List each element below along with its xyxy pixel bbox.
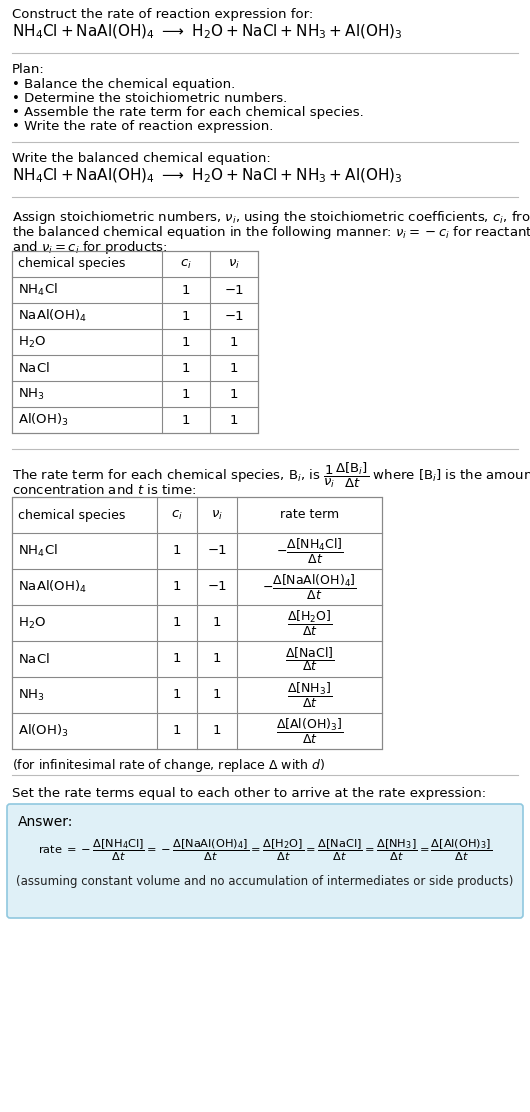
Text: Answer:: Answer: [18,815,73,830]
Text: Assign stoichiometric numbers, $\nu_i$, using the stoichiometric coefficients, $: Assign stoichiometric numbers, $\nu_i$, … [12,209,530,226]
FancyBboxPatch shape [7,804,523,919]
Text: 1: 1 [173,725,181,737]
Text: 1: 1 [182,361,190,375]
Text: $\nu_i$: $\nu_i$ [228,258,240,270]
Text: rate term: rate term [280,508,339,522]
Text: −1: −1 [224,309,244,322]
Text: $-\dfrac{\Delta[\mathrm{NaAl(OH)_4}]}{\Delta t}$: $-\dfrac{\Delta[\mathrm{NaAl(OH)_4}]}{\D… [262,573,357,602]
Text: $\mathrm{Al(OH)_3}$: $\mathrm{Al(OH)_3}$ [18,723,69,739]
Text: Plan:: Plan: [12,63,45,76]
Text: 1: 1 [173,580,181,594]
Text: (assuming constant volume and no accumulation of intermediates or side products): (assuming constant volume and no accumul… [16,875,514,888]
Text: 1: 1 [182,309,190,322]
Text: 1: 1 [213,725,221,737]
Text: 1: 1 [213,688,221,702]
Text: 1: 1 [229,336,239,348]
Text: • Determine the stoichiometric numbers.: • Determine the stoichiometric numbers. [12,92,287,105]
Text: $\mathrm{NH_4Cl + NaAl(OH)_4 \ \longrightarrow \ H_2O + NaCl + NH_3 + Al(OH)_3}$: $\mathrm{NH_4Cl + NaAl(OH)_4 \ \longrigh… [12,23,403,41]
Text: Set the rate terms equal to each other to arrive at the rate expression:: Set the rate terms equal to each other t… [12,787,486,800]
Text: Construct the rate of reaction expression for:: Construct the rate of reaction expressio… [12,8,313,21]
Text: $\mathrm{NaCl}$: $\mathrm{NaCl}$ [18,361,50,375]
Text: (for infinitesimal rate of change, replace Δ with $d$): (for infinitesimal rate of change, repla… [12,757,325,774]
Text: 1: 1 [182,284,190,297]
Text: 1: 1 [173,616,181,629]
Text: 1: 1 [173,545,181,557]
Text: $c_i$: $c_i$ [180,258,192,270]
Text: $\dfrac{\Delta[\mathrm{H_2O}]}{\Delta t}$: $\dfrac{\Delta[\mathrm{H_2O}]}{\Delta t}… [287,608,332,637]
Text: 1: 1 [182,336,190,348]
Text: $\dfrac{\Delta[\mathrm{NH_3}]}{\Delta t}$: $\dfrac{\Delta[\mathrm{NH_3}]}{\Delta t}… [287,681,332,709]
Text: 1: 1 [229,361,239,375]
Text: chemical species: chemical species [18,508,126,522]
Text: The rate term for each chemical species, B$_i$, is $\dfrac{1}{\nu_i}\dfrac{\Delt: The rate term for each chemical species,… [12,461,530,490]
Text: 1: 1 [229,387,239,400]
Text: $\dfrac{\Delta[\mathrm{NaCl}]}{\Delta t}$: $\dfrac{\Delta[\mathrm{NaCl}]}{\Delta t}… [285,645,334,673]
Text: and $\nu_i = c_i$ for products:: and $\nu_i = c_i$ for products: [12,239,167,256]
Text: $\mathrm{NH_4Cl + NaAl(OH)_4 \ \longrightarrow \ H_2O + NaCl + NH_3 + Al(OH)_3}$: $\mathrm{NH_4Cl + NaAl(OH)_4 \ \longrigh… [12,167,403,186]
Text: −1: −1 [207,580,227,594]
Text: $\mathrm{NH_3}$: $\mathrm{NH_3}$ [18,387,45,401]
Text: $\mathrm{NaCl}$: $\mathrm{NaCl}$ [18,652,50,666]
Text: 1: 1 [173,688,181,702]
Text: 1: 1 [229,414,239,427]
Text: 1: 1 [182,414,190,427]
Text: • Write the rate of reaction expression.: • Write the rate of reaction expression. [12,120,273,133]
Text: $\mathrm{NH_4Cl}$: $\mathrm{NH_4Cl}$ [18,282,58,298]
Text: 1: 1 [182,387,190,400]
Text: chemical species: chemical species [18,258,126,270]
Text: Write the balanced chemical equation:: Write the balanced chemical equation: [12,152,271,165]
Text: • Balance the chemical equation.: • Balance the chemical equation. [12,78,235,91]
Text: $\mathrm{Al(OH)_3}$: $\mathrm{Al(OH)_3}$ [18,411,69,428]
Text: $c_i$: $c_i$ [171,508,183,522]
Text: $\mathrm{H_2O}$: $\mathrm{H_2O}$ [18,615,46,631]
Text: $\mathrm{NaAl(OH)_4}$: $\mathrm{NaAl(OH)_4}$ [18,579,87,595]
Text: $\mathrm{NH_4Cl}$: $\mathrm{NH_4Cl}$ [18,543,58,559]
Text: $-\dfrac{\Delta[\mathrm{NH_4Cl}]}{\Delta t}$: $-\dfrac{\Delta[\mathrm{NH_4Cl}]}{\Delta… [276,536,343,566]
Text: concentration and $t$ is time:: concentration and $t$ is time: [12,483,196,497]
Text: 1: 1 [173,653,181,665]
Text: 1: 1 [213,616,221,629]
Text: the balanced chemical equation in the following manner: $\nu_i = -c_i$ for react: the balanced chemical equation in the fo… [12,224,530,241]
Text: $\mathrm{NaAl(OH)_4}$: $\mathrm{NaAl(OH)_4}$ [18,308,87,324]
Text: −1: −1 [207,545,227,557]
Text: $\dfrac{\Delta[\mathrm{Al(OH)_3}]}{\Delta t}$: $\dfrac{\Delta[\mathrm{Al(OH)_3}]}{\Delt… [276,716,343,745]
Bar [12,497,382,749]
Text: $\nu_i$: $\nu_i$ [211,508,223,522]
Text: $\mathrm{H_2O}$: $\mathrm{H_2O}$ [18,335,46,349]
Bar [12,251,258,433]
Text: rate $= -\dfrac{\Delta[\mathrm{NH_4Cl}]}{\Delta t} = -\dfrac{\Delta[\mathrm{NaAl: rate $= -\dfrac{\Delta[\mathrm{NH_4Cl}]}… [38,837,492,863]
Text: −1: −1 [224,284,244,297]
Text: $\mathrm{NH_3}$: $\mathrm{NH_3}$ [18,687,45,703]
Text: 1: 1 [213,653,221,665]
Text: • Assemble the rate term for each chemical species.: • Assemble the rate term for each chemic… [12,106,364,119]
